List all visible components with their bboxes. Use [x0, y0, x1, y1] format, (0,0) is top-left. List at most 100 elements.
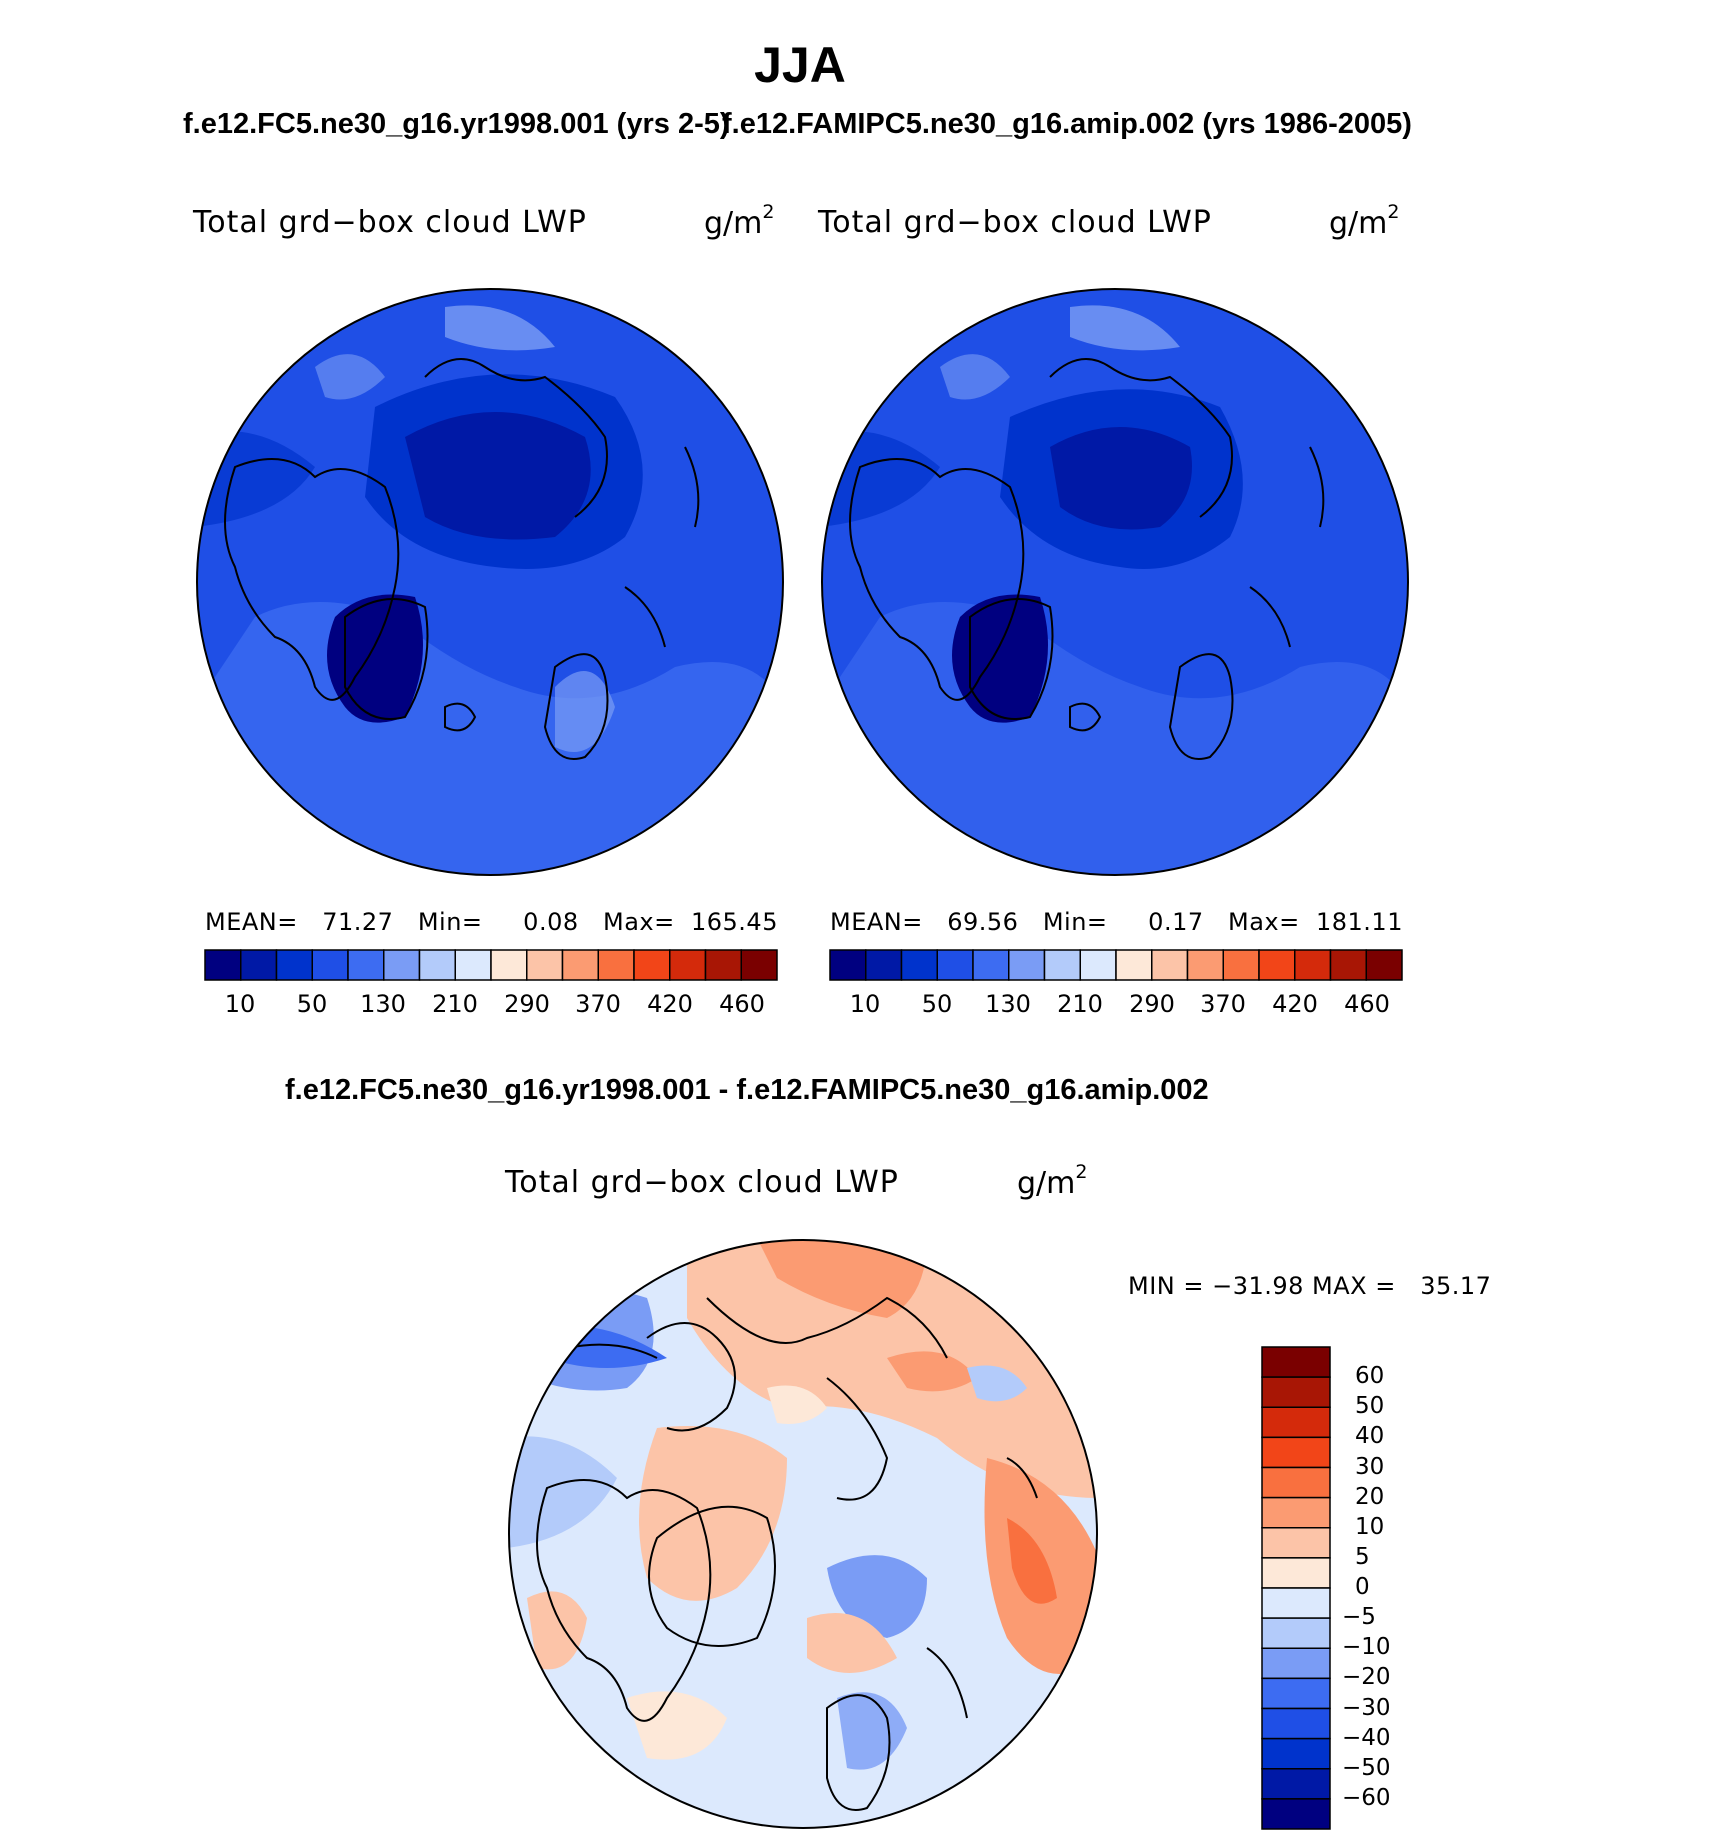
colorbar-swatch — [669, 949, 707, 981]
colorbar-swatch — [347, 949, 385, 981]
colorbar-swatch — [526, 949, 564, 981]
diff-minmax: MIN = −31.98 MAX = 35.17 — [1128, 1272, 1492, 1300]
colorbar-swatch — [240, 949, 278, 981]
colorbar-swatch — [865, 949, 903, 981]
cbar-tick: 10 — [224, 990, 256, 1018]
colorbar-swatch — [1261, 1496, 1331, 1529]
stats-right: MEAN= 69.56 Min= 0.17 Max= 181.11 — [830, 908, 1403, 936]
colorbar-swatch — [1329, 949, 1367, 981]
cbar-tick: 370 — [575, 990, 621, 1018]
colorbar-swatch — [1261, 1557, 1331, 1589]
cbar-tick: 290 — [1129, 990, 1175, 1018]
colorbar-swatch — [1079, 949, 1117, 981]
colorbar-swatch — [1261, 1617, 1331, 1649]
colorbar-left-ticks: 10 50 130 210 290 370 420 460 — [205, 990, 777, 1020]
colorbar-diff-label: 5 — [1355, 1543, 1370, 1570]
colorbar-swatch — [829, 949, 867, 981]
colorbar-swatch — [704, 949, 742, 981]
colorbar-diff-label: −20 — [1342, 1664, 1391, 1691]
colorbar-swatch — [1365, 949, 1403, 981]
colorbar-diff-label: −50 — [1342, 1754, 1391, 1781]
case-title-right: f.e12.FAMIPC5.ne30_g16.amip.002 (yrs 198… — [722, 108, 1412, 140]
colorbar-swatch — [1261, 1798, 1331, 1830]
figure-title: JJA — [754, 37, 846, 93]
cbar-tick: 210 — [432, 990, 478, 1018]
cbar-tick: 210 — [1057, 990, 1103, 1018]
colorbar-diff-label: −30 — [1342, 1694, 1391, 1721]
colorbar-swatch — [1261, 1647, 1331, 1680]
colorbar-diff — [1261, 1346, 1331, 1830]
colorbar-swatch — [1186, 949, 1224, 981]
colorbar-swatch — [1261, 1527, 1331, 1559]
colorbar-swatch — [633, 949, 671, 981]
cbar-tick: 130 — [985, 990, 1031, 1018]
colorbar-diff-label: −10 — [1342, 1634, 1391, 1661]
colorbar-swatch — [275, 949, 313, 981]
cbar-tick: 420 — [1272, 990, 1318, 1018]
colorbar-swatch — [936, 949, 974, 981]
polar-map-right — [821, 288, 1409, 876]
colorbar-diff-label: −5 — [1342, 1604, 1376, 1631]
variable-label-right: Total grd−box cloud LWP — [818, 205, 1212, 240]
units-label-left: g/m2 — [704, 201, 775, 241]
colorbar-diff-label: 10 — [1355, 1513, 1385, 1540]
colorbar-swatch — [1261, 1346, 1331, 1378]
colorbar-swatch — [1261, 1707, 1331, 1740]
cbar-tick: 460 — [1344, 990, 1390, 1018]
colorbar-swatch — [597, 949, 635, 981]
colorbar-left — [204, 949, 778, 981]
colorbar-swatch — [1115, 949, 1153, 981]
units-label-right: g/m2 — [1329, 201, 1400, 241]
diff-title: f.e12.FC5.ne30_g16.yr1998.001 - f.e12.FA… — [285, 1074, 1209, 1106]
polar-map-diff — [508, 1239, 1098, 1829]
cbar-tick: 420 — [647, 990, 693, 1018]
variable-label-left: Total grd−box cloud LWP — [193, 205, 587, 240]
colorbar-swatch — [383, 949, 421, 981]
cbar-tick: 130 — [360, 990, 406, 1018]
colorbar-swatch — [1043, 949, 1081, 981]
colorbar-diff-label: 40 — [1355, 1423, 1385, 1450]
colorbar-swatch — [1261, 1466, 1331, 1499]
colorbar-swatch — [311, 949, 349, 981]
colorbar-swatch — [1258, 949, 1296, 981]
colorbar-swatch — [454, 949, 492, 981]
colorbar-swatch — [1261, 1737, 1331, 1770]
colorbar-diff-label: 0 — [1355, 1574, 1370, 1600]
colorbar-swatch — [972, 949, 1010, 981]
colorbar-diff-label: 60 — [1355, 1363, 1385, 1390]
colorbar-swatch — [1222, 949, 1260, 981]
colorbar-swatch — [1294, 949, 1332, 981]
colorbar-swatch — [740, 949, 778, 981]
colorbar-swatch — [1261, 1376, 1331, 1408]
colorbar-swatch — [418, 949, 456, 981]
colorbar-diff-label: 30 — [1355, 1453, 1385, 1480]
colorbar-swatch — [1261, 1406, 1331, 1439]
colorbar-swatch — [204, 949, 242, 981]
colorbar-right-ticks: 10 50 130 210 290 370 420 460 — [830, 990, 1402, 1020]
colorbar-diff-label: 20 — [1355, 1483, 1385, 1510]
cbar-tick: 370 — [1200, 990, 1246, 1018]
cbar-tick: 290 — [504, 990, 550, 1018]
cbar-tick: 10 — [849, 990, 881, 1018]
colorbar-swatch — [900, 949, 938, 981]
colorbar-swatch — [1261, 1436, 1331, 1469]
cbar-tick: 50 — [296, 990, 328, 1018]
colorbar-swatch — [1151, 949, 1189, 981]
colorbar-diff-label: 50 — [1355, 1393, 1385, 1420]
cbar-tick: 460 — [719, 990, 765, 1018]
colorbar-swatch — [561, 949, 599, 981]
cbar-tick: 50 — [921, 990, 953, 1018]
colorbar-swatch — [490, 949, 528, 981]
stats-left: MEAN= 71.27 Min= 0.08 Max= 165.45 — [205, 908, 778, 936]
colorbar-diff-label: −40 — [1342, 1724, 1391, 1751]
colorbar-swatch — [1008, 949, 1046, 981]
case-title-left: f.e12.FC5.ne30_g16.yr1998.001 (yrs 2-5) — [183, 108, 730, 140]
colorbar-swatch — [1261, 1587, 1331, 1619]
units-label-diff: g/m2 — [1017, 1161, 1088, 1201]
variable-label-diff: Total grd−box cloud LWP — [505, 1165, 899, 1200]
polar-map-left — [196, 288, 784, 876]
colorbar-swatch — [1261, 1677, 1331, 1710]
colorbar-diff-label: −60 — [1342, 1784, 1391, 1811]
colorbar-swatch — [1261, 1768, 1331, 1800]
colorbar-right — [829, 949, 1403, 981]
